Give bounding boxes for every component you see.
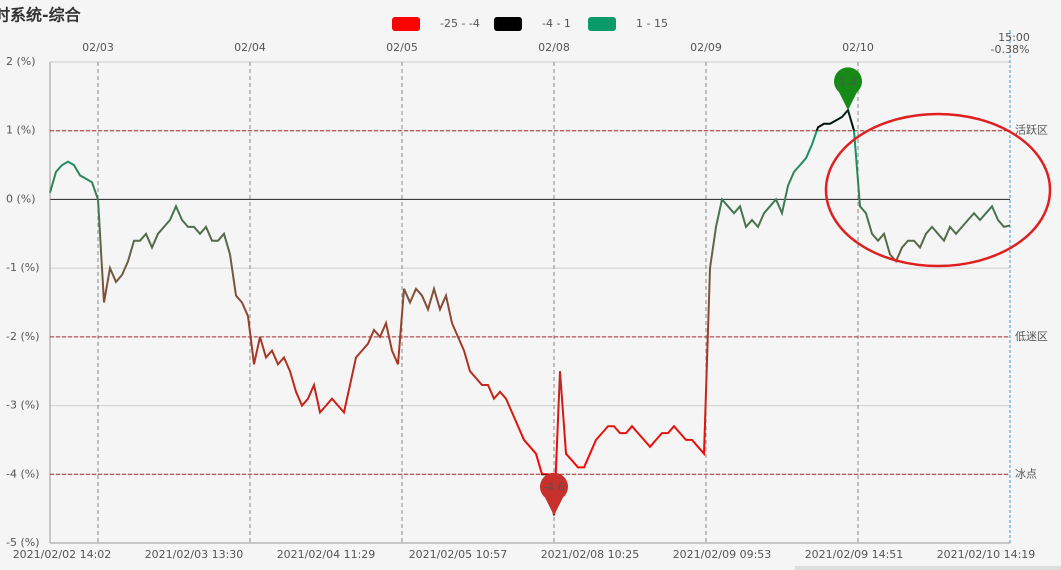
day-label: 02/08 — [538, 41, 570, 54]
mark-line-label: 冰点 — [1015, 467, 1037, 480]
day-label: 02/03 — [82, 41, 114, 54]
x-tick-label: 2021/02/08 10:25 — [541, 548, 640, 561]
legend-label: -4 - 1 — [542, 17, 571, 30]
min-pin — [540, 472, 569, 516]
annotation-ellipse — [824, 112, 1052, 268]
legend-label: -25 - -4 — [440, 17, 480, 30]
y-tick-label: 2 (%) — [6, 55, 36, 68]
day-label: 02/05 — [386, 41, 418, 54]
x-tick-label: 2021/02/04 11:29 — [277, 548, 376, 561]
x-tick-label: 2021/02/09 14:51 — [805, 548, 904, 561]
min-pin-label: -4.6 — [543, 481, 564, 494]
day-label: 02/09 — [690, 41, 722, 54]
max-pin — [834, 67, 862, 111]
y-tick-label: -1 (%) — [6, 261, 40, 274]
legend-swatch — [392, 17, 420, 31]
mark-line-label: 活跃区 — [1015, 123, 1048, 137]
x-tick-label: 2021/02/09 09:53 — [673, 548, 772, 561]
day-label: 02/04 — [234, 41, 266, 54]
x-tick-label: 2021/02/03 13:30 — [145, 548, 244, 561]
y-tick-label: 0 (%) — [6, 192, 36, 205]
y-tick-label: -3 (%) — [6, 399, 40, 412]
y-tick-label: -2 (%) — [6, 330, 40, 343]
legend-swatch — [494, 17, 522, 31]
y-tick-label: -5 (%) — [6, 536, 40, 549]
legend-label: 1 - 15 — [636, 17, 668, 30]
x-tick-label: 2021/02/05 10:57 — [409, 548, 508, 561]
legend-swatch — [588, 17, 616, 31]
mark-line-label: 低迷区 — [1015, 330, 1048, 343]
scrollbar — [795, 566, 1061, 570]
x-tick-label: 2021/02/02 14:02 — [13, 548, 112, 561]
end-value: -0.38% — [991, 43, 1030, 56]
x-tick-label: 2021/02/10 14:19 — [937, 548, 1036, 561]
day-label: 02/10 — [842, 41, 874, 54]
y-tick-label: 1 (%) — [6, 124, 36, 137]
series-line — [49, 108, 1011, 516]
end-time: 15:00 — [998, 31, 1030, 44]
max-pin-label: 1.3 — [839, 75, 857, 88]
chart-title: 时系统-综合 — [0, 6, 82, 25]
y-tick-label: -4 (%) — [6, 467, 40, 480]
